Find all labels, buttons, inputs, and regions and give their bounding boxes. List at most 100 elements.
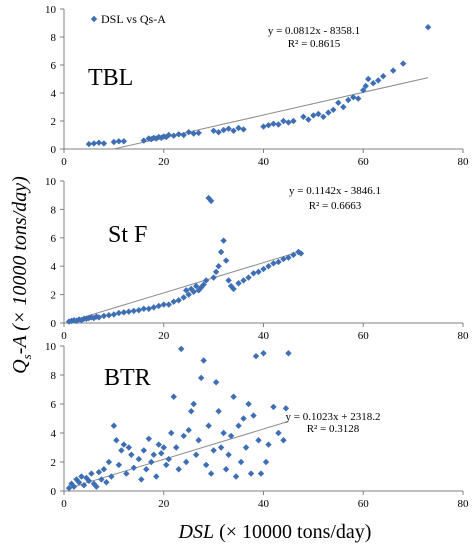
data-point (143, 466, 150, 473)
data-point (180, 294, 187, 301)
x-tick-label: 40 (258, 498, 270, 510)
x-tick-label: 20 (158, 156, 170, 168)
data-point (78, 473, 85, 480)
x-tick-label: 40 (258, 156, 270, 168)
data-point (290, 117, 297, 125)
data-point (252, 352, 260, 360)
data-point (290, 251, 297, 259)
legend-label: DSL vs Qs-A (101, 12, 166, 26)
svg-text:Qs-A (× 10000 tons/day): Qs-A (× 10000 tons/day) (9, 176, 34, 374)
data-point (282, 405, 290, 412)
data-point (170, 393, 177, 400)
data-point (65, 484, 73, 492)
data-point (155, 441, 162, 448)
data-point (135, 307, 143, 314)
data-point (123, 470, 130, 477)
data-point (270, 403, 277, 411)
data-point (270, 260, 277, 267)
data-point (165, 131, 172, 139)
data-point (320, 113, 327, 120)
data-point (140, 447, 147, 454)
x-tick-label: 60 (358, 498, 370, 510)
data-point (275, 429, 282, 437)
data-point (265, 441, 272, 448)
data-point (375, 77, 382, 84)
y-tick-label: 8 (51, 204, 57, 216)
data-point (180, 432, 187, 440)
data-point (265, 122, 272, 129)
trend-r2: R² = 0.6663 (309, 200, 362, 212)
trend-r2: R² = 0.3128 (307, 423, 360, 435)
x-tick-label: 20 (158, 330, 170, 342)
panel-3: 0 2 4 6 8 10 0 20 40 60 80 BTR y = 0.1023x + 2318.2R… (45, 341, 469, 510)
data-point (113, 437, 120, 444)
data-point (210, 447, 217, 454)
data-point (305, 116, 312, 123)
y-tick-label: 8 (51, 32, 57, 44)
data-point (197, 374, 205, 382)
y-tick-label: 10 (45, 341, 57, 353)
data-point (202, 277, 210, 284)
data-point (187, 408, 195, 415)
data-point (120, 309, 128, 316)
y-tick-label: 2 (51, 290, 57, 302)
data-point (240, 415, 247, 422)
y-tick-label: 6 (51, 233, 57, 245)
data-point (210, 274, 217, 281)
x-tick-label: 60 (358, 156, 370, 168)
data-point (100, 312, 108, 320)
data-point (335, 99, 342, 106)
y-title-rest: -A (× 10000 tons/day) (9, 176, 31, 354)
data-point (330, 106, 337, 113)
data-point (158, 450, 165, 457)
data-point (80, 482, 88, 489)
y-title-sub: s (19, 354, 34, 359)
trendline (68, 420, 289, 489)
data-point (160, 444, 167, 451)
x-title-rest: (× 10000 tons/day) (214, 521, 371, 543)
data-point (245, 274, 252, 281)
x-tick-label: 80 (458, 156, 470, 168)
data-point (100, 140, 108, 147)
y-tick-label: 0 (51, 318, 57, 330)
data-point (175, 466, 182, 473)
data-point (182, 458, 190, 466)
data-point (150, 451, 157, 458)
data-point (275, 258, 282, 266)
data-point (197, 284, 205, 291)
data-point (235, 124, 242, 132)
data-point (225, 451, 232, 458)
data-point (297, 250, 305, 257)
data-point (138, 476, 145, 483)
data-point (130, 307, 138, 315)
data-point (190, 288, 197, 295)
data-point (75, 479, 83, 486)
data-point (150, 304, 157, 311)
data-point (280, 255, 287, 263)
data-point (240, 126, 247, 133)
data-point (399, 60, 407, 67)
data-point (93, 313, 100, 320)
panel-1: 0 2 4 6 8 10 0 20 40 60 80 TBL y = 0.0812x - 8358.1R… (45, 4, 469, 168)
data-point (93, 483, 100, 490)
data-point (242, 444, 250, 451)
x-tick-label: 80 (458, 498, 470, 510)
data-point (370, 80, 377, 87)
data-point (145, 435, 152, 442)
data-point (182, 287, 190, 294)
data-point (110, 311, 118, 318)
data-point (95, 314, 103, 321)
data-point (85, 140, 93, 148)
data-point (315, 110, 322, 118)
x-tick-label: 0 (61, 330, 67, 342)
data-point (160, 301, 167, 308)
y-tick-label: 10 (45, 4, 57, 16)
y-tick-label: 2 (51, 457, 57, 469)
data-point (168, 429, 175, 437)
data-point (235, 280, 242, 287)
data-point (173, 444, 180, 451)
data-point (380, 73, 387, 80)
data-point (255, 268, 262, 276)
panel-label: St F (108, 222, 147, 248)
